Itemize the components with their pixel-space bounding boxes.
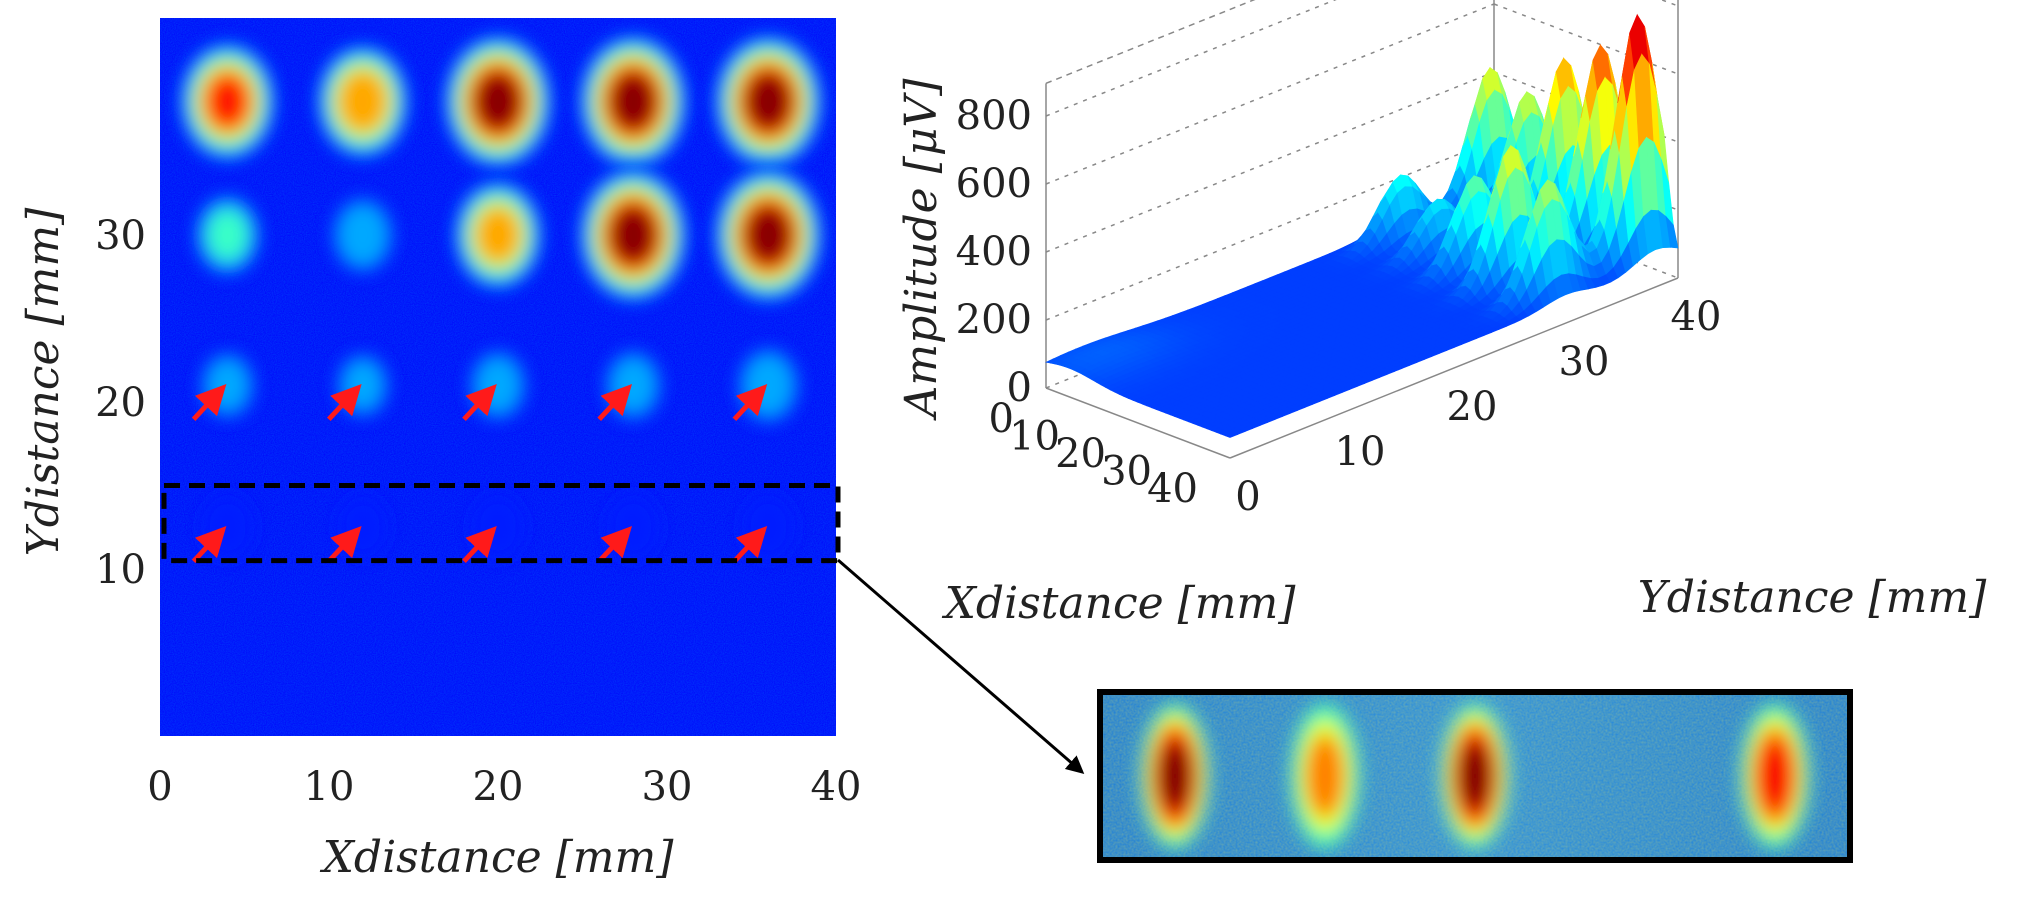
x-tick-label: 10 [1009,414,1060,460]
zoom-hotspot [1741,704,1809,848]
zoom-hotspot [1141,704,1209,848]
y-tick-label: 30 [1559,339,1610,385]
y-tick-label: 20 [1447,384,1498,430]
zoom-strip-frame [1097,689,1853,863]
source-spot [713,166,824,304]
source-spot [198,348,258,422]
source-spot [602,347,664,424]
source-arrow [732,384,768,422]
heatmap-y-axis-label: Ydistance [mm] [18,207,69,556]
surface-y-ticks: 0 10 20 30 40 [1235,294,1721,520]
source-spot [713,33,824,170]
x-tick-label: 10 [304,764,355,810]
source-arrow [462,525,497,563]
source-arrows [191,384,768,563]
x-tick-label: 0 [147,764,172,810]
zoom-strip-hotspots [1141,704,1809,848]
source-spot [452,178,544,292]
source-arrow [191,525,227,563]
source-arrow [191,384,227,422]
heatmap-x-ticks: 0 10 20 30 40 [147,764,861,810]
x-tick-label: 30 [1101,449,1152,495]
z-tick-label: 400 [956,229,1032,275]
x-tick-label: 20 [473,764,524,810]
z-tick-label: 0 [1007,365,1032,411]
y-tick-label: 20 [95,380,146,426]
zoom-region-box [161,483,841,564]
x-tick-label: 20 [1055,431,1106,477]
y-tick-label: 30 [95,213,146,259]
y-tick-label: 10 [95,547,146,593]
x-tick-label: 0 [989,396,1014,442]
zoom-strip-panel [1097,689,1853,863]
surface-mesh [1045,13,1679,438]
y-tick-label: 0 [1235,474,1260,520]
source-arrow [326,525,362,563]
z-tick-label: 800 [956,93,1032,139]
source-spot [200,493,255,561]
source-spot [193,192,262,278]
source-spot [467,347,529,424]
source-spot [735,345,801,426]
source-spot [741,493,796,561]
source-arrow [326,384,362,422]
x-tick-label: 40 [1147,466,1198,512]
source-spot [315,42,411,161]
source-spot [330,194,396,276]
source-spot [337,495,389,560]
source-spot [471,493,525,561]
surface-cell [1665,215,1679,249]
z-tick-label: 200 [956,297,1032,343]
surface-z-ticks: 0 200 400 600 800 [956,93,1032,411]
source-spot [578,166,689,304]
source-spot [334,349,392,421]
y-tick-label: 40 [1671,294,1722,340]
x-tick-label: 30 [642,764,693,810]
heatmap-y-ticks: 10 20 30 [95,213,146,593]
source-arrow [462,384,497,422]
source-spot [578,33,689,170]
heatmap-sources [178,33,824,561]
heatmap-x-axis-label: Xdistance [mm] [320,832,675,883]
source-arrow [732,525,768,563]
y-tick-label: 10 [1335,429,1386,475]
zoom-connector-arrow [837,558,1085,774]
z-tick-label: 600 [956,161,1032,207]
surface-y-axis-label: Ydistance [mm] [1638,572,1987,623]
zoom-hotspot [1291,704,1359,848]
source-arrow [597,384,633,422]
zoom-hotspot [1441,704,1509,848]
surface-x-axis-label: Xdistance [mm] [942,578,1297,629]
x-tick-label: 40 [811,764,862,810]
surface-z-axis-label: Amplitude [μV] [896,78,947,422]
heatmap-panel: 0 10 20 30 40 10 20 30 Xdistance [mm] Ydistanc… [18,18,861,883]
source-spot [443,33,553,170]
source-spot [606,493,661,561]
source-arrow [597,525,633,563]
source-spot [178,40,277,163]
